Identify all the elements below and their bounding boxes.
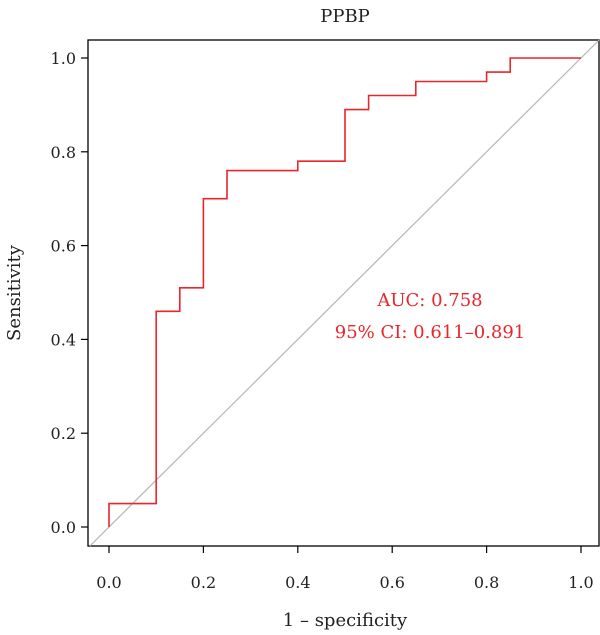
ci-annotation: 95% CI: 0.611–0.891 xyxy=(335,322,525,343)
x-axis-label: 1 – specificity xyxy=(283,610,408,631)
x-tick-label: 0.6 xyxy=(379,573,404,592)
x-tick-label: 1.0 xyxy=(568,573,593,592)
x-tick-label: 0.0 xyxy=(96,573,121,592)
y-tick-label: 1.0 xyxy=(51,49,76,68)
auc-annotation: AUC: 0.758 xyxy=(376,290,482,311)
y-tick-label: 0.0 xyxy=(51,518,76,537)
chart-title: PPBP xyxy=(320,6,370,27)
y-tick-label: 0.6 xyxy=(51,237,76,256)
x-tick-label: 0.2 xyxy=(191,573,216,592)
plot-frame xyxy=(87,39,600,547)
y-tick-label: 0.8 xyxy=(51,143,76,162)
y-tick-label: 0.2 xyxy=(51,424,76,443)
plot-area: 0.0 0.2 0.4 0.6 0.8 1.0 0.0 0.2 0.4 0.6 0.8 1.0 AUC:… xyxy=(51,39,600,592)
roc-curve-line xyxy=(108,57,581,527)
y-axis-label: Sensitivity xyxy=(4,244,25,341)
x-tick-label: 0.4 xyxy=(285,573,310,592)
reference-diagonal-line xyxy=(89,39,600,547)
y-tick-label: 0.4 xyxy=(51,330,76,349)
x-tick-label: 0.8 xyxy=(474,573,499,592)
